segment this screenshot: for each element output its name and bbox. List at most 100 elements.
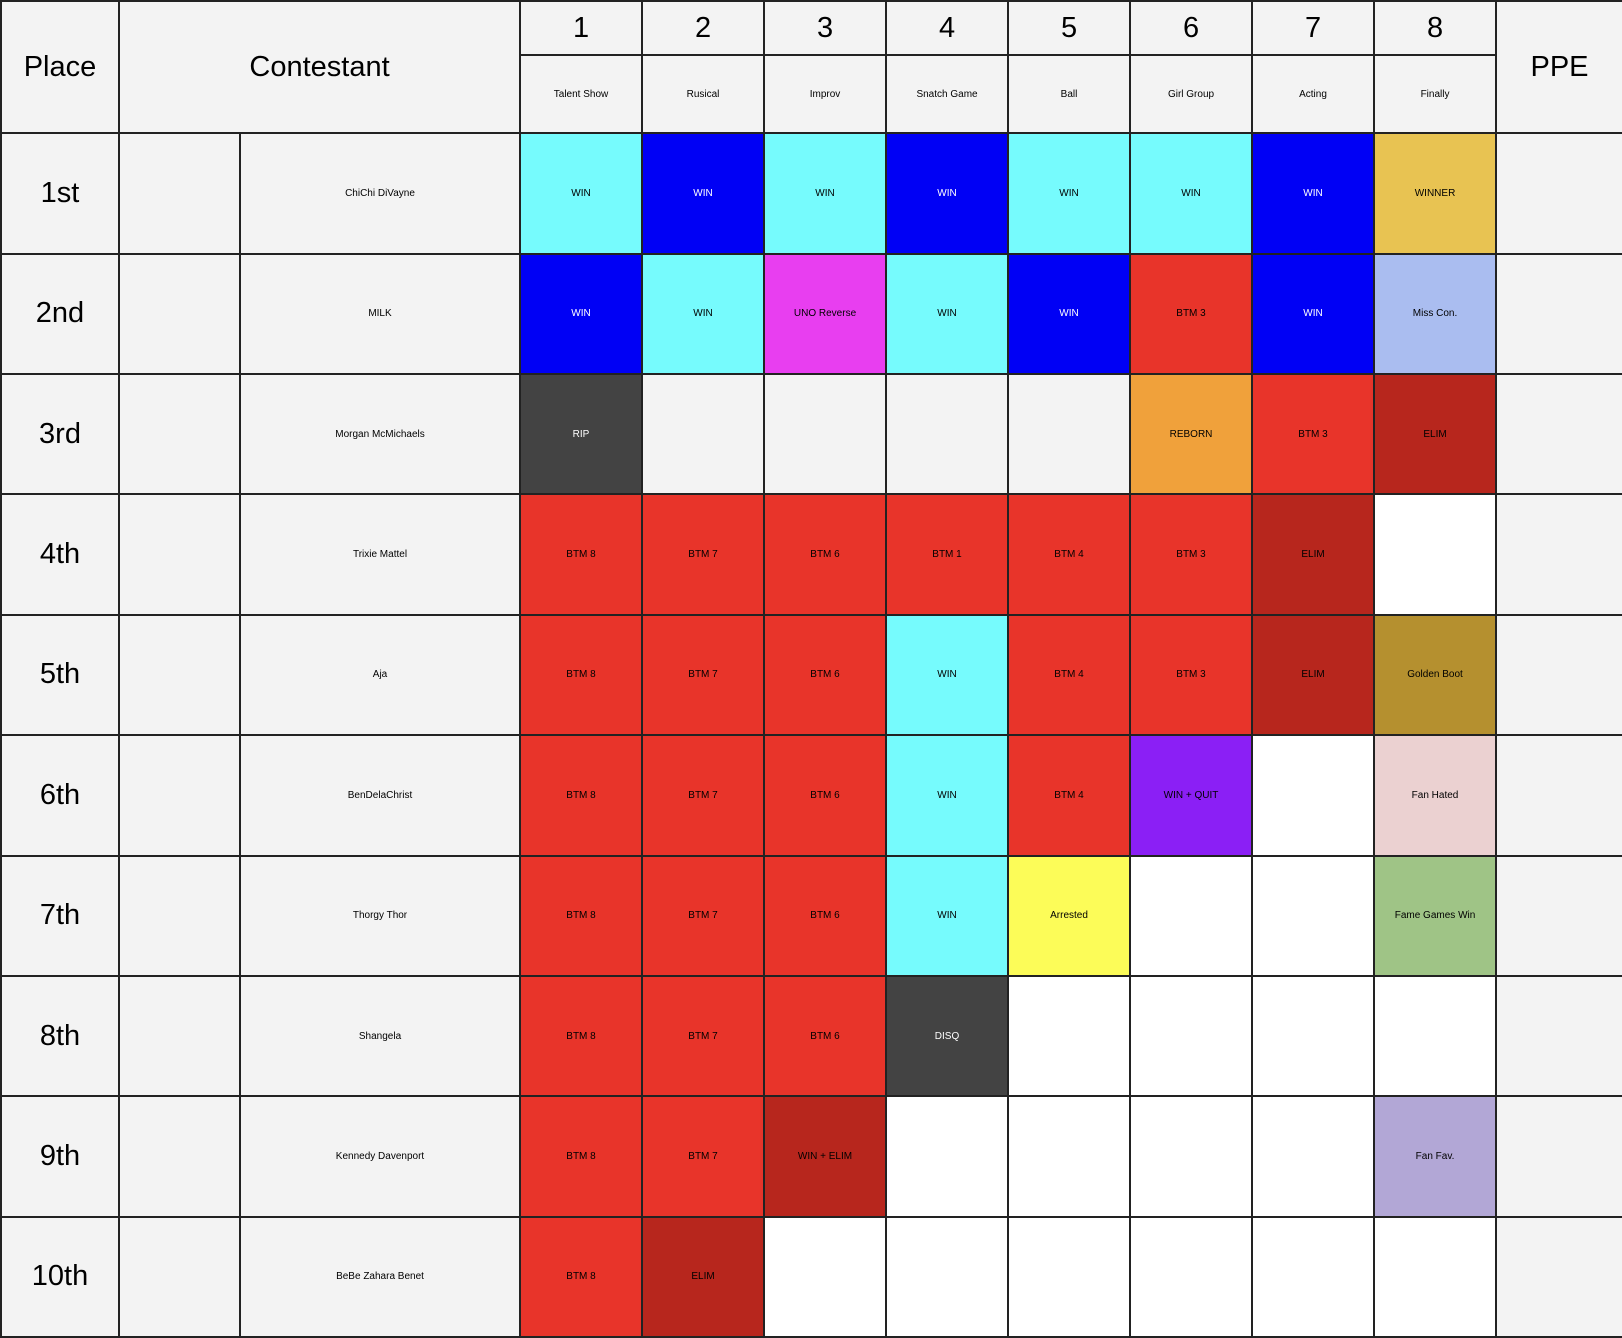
result-cell: Fan Hated (1373, 734, 1498, 857)
ppe-cell (1495, 373, 1622, 496)
contestant-name: Kennedy Davenport (238, 1095, 522, 1218)
blank-cell (118, 493, 241, 616)
result-cell: BTM 8 (519, 1215, 644, 1338)
blank-cell (118, 252, 241, 376)
table-row: 5th Aja BTM 8 BTM 7 BTM 6 WIN BTM 4 BTM 3 ELIM Go… (0, 613, 1622, 737)
result-cell: Fan Fav. (1373, 1095, 1498, 1218)
result-cell: WIN (885, 613, 1010, 737)
result-cell: BTM 3 (1251, 373, 1376, 496)
result-cell (1373, 974, 1498, 1098)
result-cell: BTM 1 (885, 493, 1010, 616)
header-ppe: PPE (1495, 0, 1622, 135)
ppe-cell (1495, 734, 1622, 857)
episode-number: 7 (1251, 0, 1376, 57)
place: 9th (0, 1095, 120, 1218)
result-cell: WIN (1251, 132, 1376, 255)
result-cell: BTM 8 (519, 974, 644, 1098)
result-cell: BTM 8 (519, 1095, 644, 1218)
episode-name: Talent Show (519, 54, 644, 135)
blank-cell (118, 373, 241, 496)
result-cell: WIN + ELIM (763, 1095, 888, 1218)
result-cell (1129, 974, 1254, 1098)
result-cell: Fame Games Win (1373, 854, 1498, 977)
ppe-cell (1495, 132, 1622, 255)
episode-number: 3 (763, 0, 888, 57)
place: 2nd (0, 252, 120, 376)
result-cell (1129, 1215, 1254, 1338)
episode-name: Improv (763, 54, 888, 135)
result-cell: REBORN (1129, 373, 1254, 496)
result-cell: BTM 3 (1129, 252, 1254, 376)
ppe-cell (1495, 252, 1622, 376)
result-cell (641, 373, 766, 496)
result-cell: BTM 8 (519, 493, 644, 616)
result-cell: ELIM (1251, 493, 1376, 616)
table-row: 9th Kennedy Davenport BTM 8 BTM 7 WIN + ELIM… (0, 1095, 1622, 1218)
ppe-cell (1495, 493, 1622, 616)
blank-cell (118, 974, 241, 1098)
ppe-cell (1495, 1095, 1622, 1218)
table-row: 2nd MILK WIN WIN UNO Reverse WIN WIN BTM 3 WIN Mi… (0, 252, 1622, 376)
result-cell: WIN (763, 132, 888, 255)
result-cell (885, 1095, 1010, 1218)
contestant-name: MILK (238, 252, 522, 376)
episode-number: 6 (1129, 0, 1254, 57)
result-cell: WIN (1007, 252, 1132, 376)
result-cell (763, 373, 888, 496)
episode-name: Finally (1373, 54, 1498, 135)
place: 1st (0, 132, 120, 255)
result-cell (1007, 1095, 1132, 1218)
result-cell (1007, 373, 1132, 496)
result-cell: BTM 8 (519, 734, 644, 857)
table-row: Place Contestant 1 2 3 4 5 6 7 8 PPE (0, 0, 1622, 135)
ppe-cell (1495, 974, 1622, 1098)
blank-cell (118, 1095, 241, 1218)
result-cell (1129, 1095, 1254, 1218)
result-cell: WIN (1007, 132, 1132, 255)
blank-cell (118, 132, 241, 255)
result-cell: BTM 4 (1007, 734, 1132, 857)
header-place: Place (0, 0, 120, 135)
result-cell: WIN (519, 252, 644, 376)
blank-cell (118, 854, 241, 977)
result-cell (885, 373, 1010, 496)
place: 5th (0, 613, 120, 737)
result-cell: WIN (885, 252, 1010, 376)
result-cell: BTM 8 (519, 854, 644, 977)
result-cell (1251, 734, 1376, 857)
ppe-cell (1495, 1215, 1622, 1338)
place: 7th (0, 854, 120, 977)
result-cell: BTM 6 (763, 854, 888, 977)
blank-cell (118, 613, 241, 737)
result-cell (1373, 1215, 1498, 1338)
result-cell (1129, 854, 1254, 977)
contestant-name: BenDelaChrist (238, 734, 522, 857)
result-cell: WIN (1251, 252, 1376, 376)
result-cell: BTM 7 (641, 734, 766, 857)
result-cell: WIN (885, 734, 1010, 857)
result-cell: BTM 3 (1129, 613, 1254, 737)
table-row: 4th Trixie Mattel BTM 8 BTM 7 BTM 6 BTM 1 BTM … (0, 493, 1622, 616)
header-contestant: Contestant (117, 0, 522, 135)
table-row: 8th Shangela BTM 8 BTM 7 BTM 6 DISQ (0, 974, 1622, 1098)
contestant-name: Trixie Mattel (238, 493, 522, 616)
ppe-cell (1495, 854, 1622, 977)
contestant-name: ChiChi DiVayne (238, 132, 522, 255)
episode-number: 4 (885, 0, 1010, 57)
result-cell: ELIM (641, 1215, 766, 1338)
contestant-name: Thorgy Thor (238, 854, 522, 977)
result-cell: BTM 6 (763, 493, 888, 616)
result-cell: BTM 6 (763, 734, 888, 857)
episode-name: Acting (1251, 54, 1376, 135)
result-cell: BTM 7 (641, 1095, 766, 1218)
episode-name: Ball (1007, 54, 1132, 135)
result-cell: BTM 7 (641, 854, 766, 977)
result-cell (1251, 854, 1376, 977)
contestant-name: BeBe Zahara Benet (238, 1215, 522, 1338)
result-cell: Arrested (1007, 854, 1132, 977)
result-cell: RIP (519, 373, 644, 496)
ppe-cell (1495, 613, 1622, 737)
result-cell: WIN (519, 132, 644, 255)
